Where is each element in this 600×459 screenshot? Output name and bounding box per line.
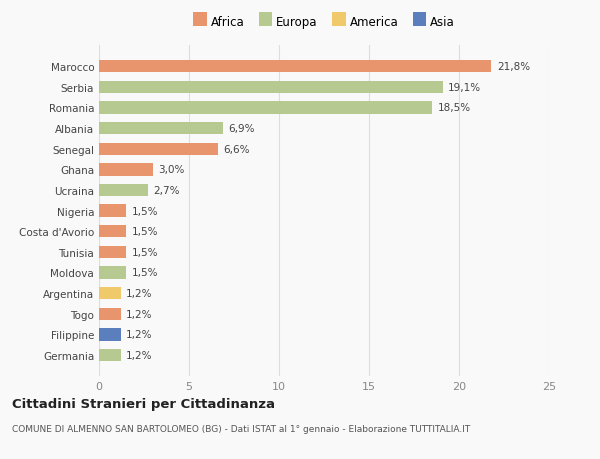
Bar bbox=[99, 82, 443, 94]
Bar bbox=[99, 308, 121, 320]
Text: 19,1%: 19,1% bbox=[448, 83, 481, 93]
Text: 3,0%: 3,0% bbox=[158, 165, 185, 175]
Bar bbox=[99, 123, 223, 135]
Text: COMUNE DI ALMENNO SAN BARTOLOMEO (BG) - Dati ISTAT al 1° gennaio - Elaborazione : COMUNE DI ALMENNO SAN BARTOLOMEO (BG) - … bbox=[12, 425, 470, 434]
Bar bbox=[99, 246, 126, 258]
Text: 18,5%: 18,5% bbox=[437, 103, 470, 113]
Text: 1,5%: 1,5% bbox=[131, 206, 158, 216]
Bar bbox=[99, 61, 491, 73]
Text: 1,5%: 1,5% bbox=[131, 227, 158, 237]
Bar bbox=[99, 102, 432, 114]
Bar bbox=[99, 329, 121, 341]
Bar bbox=[99, 267, 126, 279]
Text: 21,8%: 21,8% bbox=[497, 62, 530, 72]
Bar bbox=[99, 349, 121, 361]
Legend: Africa, Europa, America, Asia: Africa, Europa, America, Asia bbox=[188, 11, 460, 34]
Text: 1,5%: 1,5% bbox=[131, 247, 158, 257]
Bar bbox=[99, 185, 148, 197]
Bar bbox=[99, 143, 218, 156]
Text: 1,2%: 1,2% bbox=[126, 330, 152, 340]
Bar bbox=[99, 164, 153, 176]
Bar bbox=[99, 205, 126, 217]
Bar bbox=[99, 287, 121, 300]
Text: 6,9%: 6,9% bbox=[229, 124, 255, 134]
Text: 1,2%: 1,2% bbox=[126, 288, 152, 298]
Text: 1,2%: 1,2% bbox=[126, 350, 152, 360]
Text: 1,2%: 1,2% bbox=[126, 309, 152, 319]
Text: 1,5%: 1,5% bbox=[131, 268, 158, 278]
Bar bbox=[99, 225, 126, 238]
Text: 2,7%: 2,7% bbox=[153, 185, 179, 196]
Text: Cittadini Stranieri per Cittadinanza: Cittadini Stranieri per Cittadinanza bbox=[12, 397, 275, 410]
Text: 6,6%: 6,6% bbox=[223, 145, 250, 154]
